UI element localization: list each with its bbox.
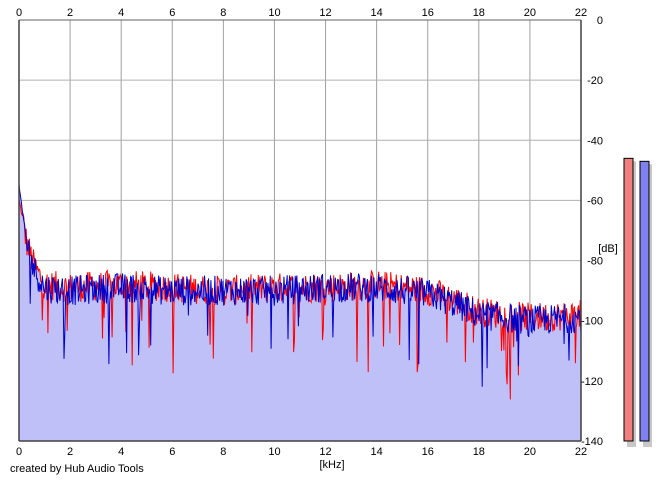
x-tick-label-bottom: 6 xyxy=(169,446,175,458)
y-tick-label: -20 xyxy=(587,75,603,87)
x-tick-label-top: 10 xyxy=(268,7,280,19)
level-meter-left xyxy=(623,157,634,442)
x-tick-label-top: 2 xyxy=(67,7,73,19)
x-tick-labels-bottom: 0 2 4 6 8 10 12 14 16 18 20 22 xyxy=(16,446,587,458)
plot-frame xyxy=(18,19,582,442)
x-tick-label-top: 0 xyxy=(16,7,22,19)
y-tick-label: -80 xyxy=(587,256,603,268)
level-meter-right xyxy=(639,160,650,442)
x-tick-label-bottom: 20 xyxy=(524,446,536,458)
y-tick-label: -40 xyxy=(587,135,603,147)
y-tick-label: 0 xyxy=(597,15,603,27)
x-tick-label-bottom: 12 xyxy=(319,446,331,458)
spectrum-series xyxy=(18,184,582,400)
x-tick-label-top: 20 xyxy=(524,7,536,19)
x-tick-label-bottom: 8 xyxy=(220,446,226,458)
x-tick-label-top: 8 xyxy=(220,7,226,19)
y-tick-label: -100 xyxy=(581,316,603,328)
x-tick-label-bottom: 2 xyxy=(67,446,73,458)
x-tick-label-top: 4 xyxy=(118,7,124,19)
y-tick-label: -120 xyxy=(581,376,603,388)
x-tick-label-top: 22 xyxy=(575,7,587,19)
y-tick-labels: 0 -20 -40 -60 -80 -100 -120 -140 xyxy=(581,15,603,448)
x-tick-label-top: 12 xyxy=(319,7,331,19)
x-tick-label-bottom: 10 xyxy=(268,446,280,458)
x-tick-labels-top: 0 2 4 6 8 10 12 14 16 18 20 22 xyxy=(16,7,587,19)
x-tick-label-bottom: 4 xyxy=(118,446,124,458)
x-tick-label-top: 6 xyxy=(169,7,175,19)
y-tick-label: -140 xyxy=(581,436,603,448)
level-meters xyxy=(623,157,652,448)
x-axis-unit-label: [kHz] xyxy=(319,459,344,471)
spectrum-fill xyxy=(19,184,581,442)
x-tick-label-bottom: 0 xyxy=(16,446,22,458)
x-tick-label-top: 18 xyxy=(473,7,485,19)
x-tick-label-bottom: 18 xyxy=(473,446,485,458)
spectrum-area-fill xyxy=(19,184,581,442)
x-tick-label-bottom: 16 xyxy=(422,446,434,458)
x-tick-label-bottom: 14 xyxy=(371,446,383,458)
y-tick-label: -60 xyxy=(587,195,603,207)
series-line-blue xyxy=(18,184,582,387)
x-tick-label-top: 16 xyxy=(422,7,434,19)
credit-text: created by Hub Audio Tools xyxy=(10,463,144,475)
x-tick-label-top: 14 xyxy=(371,7,383,19)
y-axis-unit-label: [dB] xyxy=(598,243,618,255)
x-tick-label-bottom: 22 xyxy=(575,446,587,458)
series-line-red xyxy=(18,199,582,400)
